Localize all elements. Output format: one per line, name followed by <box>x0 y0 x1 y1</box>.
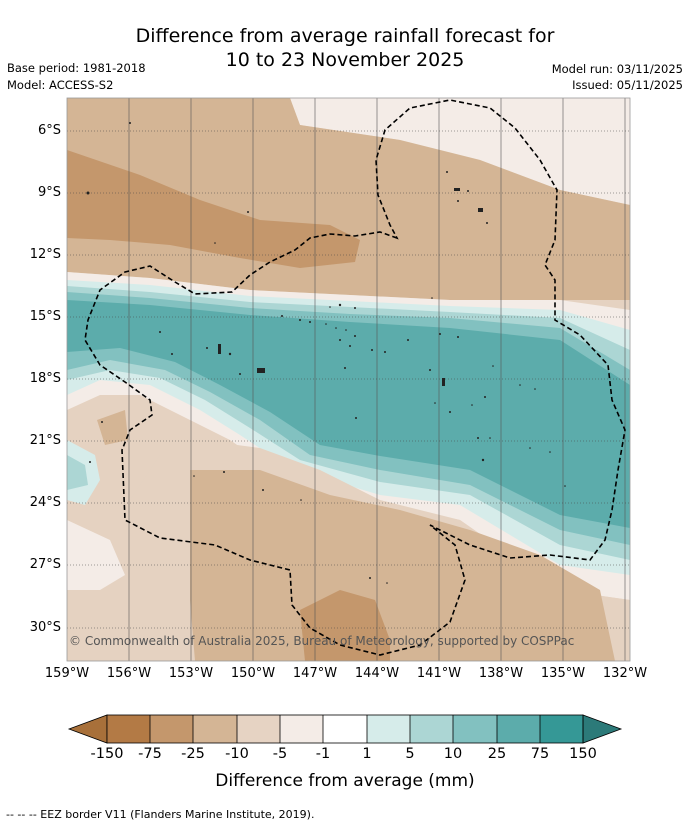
colorbar-tick: -10 <box>225 746 249 762</box>
islands <box>86 122 566 584</box>
lat-label: 15°S <box>29 309 61 324</box>
light-dry-area-north <box>290 98 630 205</box>
colorbar-segment <box>540 715 583 743</box>
colorbar-frame <box>106 714 584 744</box>
lat-label: 6°S <box>37 123 61 138</box>
map-frame <box>66 97 631 662</box>
base-period: Base period: 1981-2018 <box>7 61 146 75</box>
map-title-line1: Difference from average rainfall forecas… <box>135 25 555 47</box>
lon-label: 141°W <box>416 666 462 681</box>
colorbar <box>67 714 623 744</box>
issued-date: Issued: 05/11/2025 <box>572 78 683 92</box>
colorbar-segment <box>410 715 453 743</box>
wet-core <box>67 300 630 528</box>
colorbar-segment <box>323 715 367 743</box>
colorbar-tick: -150 <box>90 746 124 762</box>
lat-label: 24°S <box>29 495 61 510</box>
lon-label: 138°W <box>478 666 524 681</box>
map-title-line2: 10 to 23 November 2025 <box>225 49 465 71</box>
legend-title: Difference from average (mm) <box>215 771 475 791</box>
lon-label: 144°W <box>354 666 400 681</box>
colorbar-tick: 1 <box>362 746 372 762</box>
model-name: Model: ACCESS-S2 <box>7 78 114 92</box>
lon-label: 135°W <box>540 666 586 681</box>
lon-label: 156°W <box>106 666 152 681</box>
lat-label: 9°S <box>37 185 61 200</box>
colorbar-tick: 150 <box>569 746 597 762</box>
map-field <box>67 98 630 661</box>
gridlines <box>128 98 626 661</box>
lat-label: 18°S <box>29 371 61 386</box>
wet-lobe-west-inner <box>67 455 88 490</box>
colorbar-segment <box>150 715 193 743</box>
colorbar-tick: -1 <box>315 746 331 762</box>
colorbar-tick: 5 <box>405 746 415 762</box>
colorbar-tick: -25 <box>181 746 205 762</box>
lon-label: 132°W <box>602 666 648 681</box>
colorbar-tick: 75 <box>530 746 550 762</box>
lon-label: 159°W <box>44 666 90 681</box>
lat-label: 27°S <box>29 557 61 572</box>
lon-label: 150°W <box>230 666 276 681</box>
colorbar-tick: 10 <box>443 746 463 762</box>
colorbar-segment <box>280 715 323 743</box>
colorbar-tick: 25 <box>487 746 507 762</box>
lon-label: 153°W <box>168 666 214 681</box>
latitude-gridlines <box>67 130 630 629</box>
colorbar-extend-high <box>582 714 623 744</box>
model-run-date: Model run: 03/11/2025 <box>551 62 683 76</box>
lat-label: 12°S <box>29 247 61 262</box>
colorbar-segment <box>453 715 497 743</box>
driest-area-south <box>300 590 390 661</box>
lat-label: 30°S <box>29 620 61 635</box>
drier-area-south <box>190 470 615 661</box>
drier-band-north <box>67 150 360 268</box>
colorbar-extend-low <box>67 714 108 744</box>
colorbar-segment <box>367 715 410 743</box>
copyright-notice: © Commonwealth of Australia 2025, Bureau… <box>69 634 575 648</box>
colorbar-tick: -5 <box>272 746 288 762</box>
colorbar-segment <box>497 715 540 743</box>
lat-label: 21°S <box>29 433 61 448</box>
eez-footnote: -- -- -- EEZ border V11 (Flanders Marine… <box>6 808 315 821</box>
light-dry-area-southwest <box>67 520 125 590</box>
colorbar-segment <box>193 715 237 743</box>
colorbar-tick: -75 <box>138 746 162 762</box>
colorbar-segment <box>107 715 150 743</box>
eez-border <box>84 99 626 656</box>
colorbar-segment <box>237 715 280 743</box>
lon-label: 147°W <box>292 666 338 681</box>
dry-patch-west <box>97 410 128 445</box>
